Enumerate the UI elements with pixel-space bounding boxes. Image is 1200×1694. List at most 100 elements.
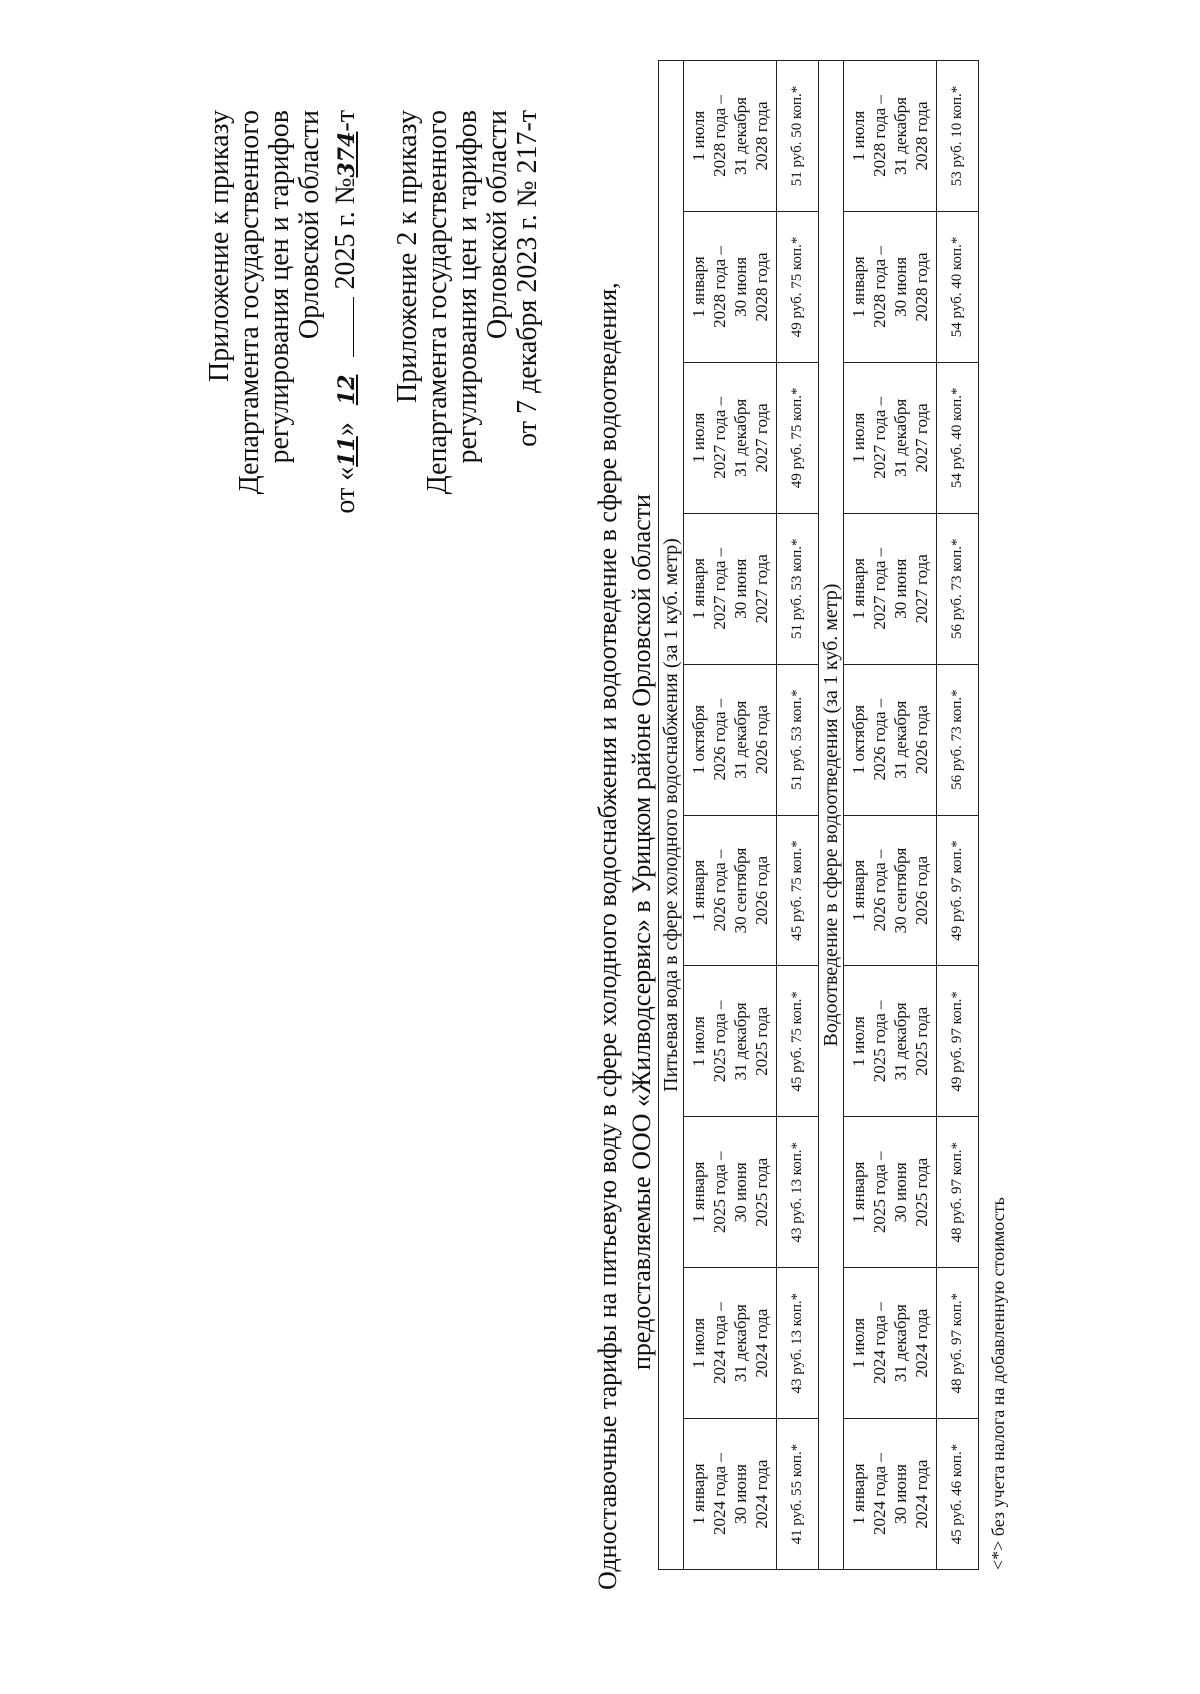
period-line: 2024 года [752, 1459, 771, 1529]
tariff-value: 43 руб. 13 коп.* [776, 1116, 819, 1268]
period-cell: 1 июля 2028 года –31 декабря 2028 года [843, 60, 937, 212]
period-line: 31 декабря [731, 700, 750, 779]
period-line: 2027 года [912, 403, 931, 473]
tariff-value: 51 руб. 53 коп.* [776, 513, 819, 665]
tariff-value: 51 руб. 53 коп.* [776, 664, 819, 816]
period-line: 30 сентября [891, 847, 910, 934]
period-cell: 1 января 2028 года –30 июня 2028 года [683, 211, 777, 363]
period-line: 2025 года [752, 1006, 771, 1076]
header-line: от 7 декабря 2023 г. № 217-т [512, 110, 543, 447]
period-line: 2028 года [752, 101, 771, 171]
date-mid: » [330, 422, 361, 437]
period-line: 1 июля [689, 1016, 708, 1067]
period-line: 30 сентября [731, 847, 750, 934]
period-line: 2027 года [752, 403, 771, 473]
tariff-value: 56 руб. 73 коп.* [936, 513, 979, 665]
period-line: 1 января [689, 256, 708, 318]
period-cell: 1 января 2026 года –30 сентября 2026 года [683, 815, 777, 966]
period-cell: 1 января 2027 года –30 июня 2027 года [683, 513, 777, 665]
period-cell: 1 января 2024 года –30 июня 2024 года [683, 1418, 777, 1570]
period-line: 2024 года [752, 1308, 771, 1378]
period-line: 1 января [849, 256, 868, 318]
tariff-value: 49 руб. 97 коп.* [936, 815, 979, 966]
handwritten-month: 12 [334, 374, 360, 406]
period-line: 2026 года – [710, 698, 729, 781]
period-line: 30 июня [891, 1162, 910, 1223]
header-line: Департамента государственного [422, 110, 453, 495]
period-line: 31 декабря [891, 398, 910, 477]
footnote: <*> без учета налога на добавленную стои… [988, 1197, 1008, 1570]
tariff-value: 56 руб. 73 коп.* [936, 664, 979, 816]
year-text: 2025 г. № [330, 177, 361, 290]
tariff-value: 45 руб. 75 коп.* [776, 965, 819, 1117]
period-line: 31 декабря [731, 1304, 750, 1383]
tariff-value-row: 41 руб. 55 коп.* 43 руб. 13 коп.* 43 руб. … [776, 60, 819, 1570]
period-line: 2026 года – [710, 849, 729, 932]
period-cell: 1 января 2024 года –30 июня 2024 года [843, 1418, 937, 1570]
period-line: 2026 года – [870, 698, 889, 781]
tariff-value: 54 руб. 40 коп.* [936, 211, 979, 363]
period-line: 30 июня [731, 256, 750, 317]
order-date-line: от «11» 12 2025 г. №374-т [330, 110, 362, 514]
period-line: 30 июня [731, 558, 750, 619]
period-line: 2027 года – [710, 547, 729, 630]
period-line: 2027 года – [870, 396, 889, 479]
header-line: Приложение к приказу [204, 110, 235, 382]
number-suffix: -т [330, 110, 361, 132]
header-line: Департамента государственного [234, 110, 265, 495]
tariff-value: 54 руб. 40 коп.* [936, 362, 979, 514]
tariff-value: 51 руб. 50 коп.* [776, 60, 819, 212]
period-line: 1 октября [849, 704, 868, 775]
handwritten-day: 11 [334, 436, 360, 467]
period-cell: 1 июля 2025 года –31 декабря 2025 года [843, 965, 937, 1117]
period-cell: 1 июля 2025 года –31 декабря 2025 года [683, 965, 777, 1117]
period-cell: 1 июля 2027 года –31 декабря 2027 года [683, 362, 777, 514]
appendix-header-current: Приложение к приказу Департамента госуда… [204, 110, 362, 514]
period-line: 1 января [849, 1463, 868, 1525]
period-line: 1 июля [849, 110, 868, 162]
period-line: 2025 года – [710, 1151, 729, 1234]
period-line: 2025 года – [710, 1000, 729, 1083]
period-line: 2028 года [912, 101, 931, 171]
tariff-value: 43 руб. 13 коп.* [776, 1267, 819, 1419]
period-line: 1 января [849, 859, 868, 922]
blank-underline [352, 296, 354, 357]
tariff-value: 45 руб. 46 коп.* [936, 1418, 979, 1570]
period-line: 1 июля [689, 412, 708, 464]
period-cell: 1 июля 2024 года –31 декабря 2024 года [843, 1267, 937, 1419]
tariff-value: 41 руб. 55 коп.* [776, 1418, 819, 1570]
period-line: 2028 года – [870, 95, 889, 177]
period-line: 2025 года – [870, 1000, 889, 1083]
date-prefix: от « [330, 466, 361, 514]
period-cell: 1 октября 2026 года –31 декабря 2026 года [683, 664, 777, 816]
header-line: Орловской области [294, 110, 325, 340]
period-line: 2028 года – [710, 95, 729, 177]
tariff-value: 53 руб. 10 коп.* [936, 60, 979, 212]
tariff-value: 49 руб. 97 коп.* [936, 965, 979, 1117]
period-cell: 1 января 2026 года –30 сентября 2026 года [843, 815, 937, 966]
tariff-table: Питьевая вода в сфере холодного водоснаб… [658, 60, 979, 1570]
period-line: 2024 года – [870, 1302, 889, 1385]
period-line: 31 декабря [891, 1304, 910, 1383]
header-line: регулирования цен и тарифов [264, 110, 295, 464]
period-line: 1 января [849, 558, 868, 620]
period-line: 2025 года [912, 1157, 931, 1227]
period-line: 1 июля [689, 110, 708, 162]
document-title-line-2: предоставляемые ООО «Жилводсервис» в Ури… [627, 494, 656, 1370]
period-line: 1 октября [689, 704, 708, 775]
period-line: 2028 года [752, 252, 771, 322]
section-title-row: Питьевая вода в сфере холодного водоснаб… [658, 60, 684, 1570]
period-line: 31 декабря [891, 700, 910, 779]
period-line: 1 июля [689, 1317, 708, 1369]
period-line: 2027 года [752, 554, 771, 624]
header-line: регулирования цен и тарифов [452, 110, 483, 464]
period-line: 2026 года – [870, 849, 889, 932]
period-cell: 1 января 2025 года –30 июня 2025 года [683, 1116, 777, 1268]
tariff-value: 49 руб. 75 коп.* [776, 211, 819, 363]
period-line: 2025 года [912, 1006, 931, 1076]
period-line: 1 января [849, 1161, 868, 1223]
period-line: 1 января [689, 1161, 708, 1223]
period-cell: 1 июля 2028 года –31 декабря 2028 года [683, 60, 777, 212]
period-line: 2024 года – [710, 1302, 729, 1385]
